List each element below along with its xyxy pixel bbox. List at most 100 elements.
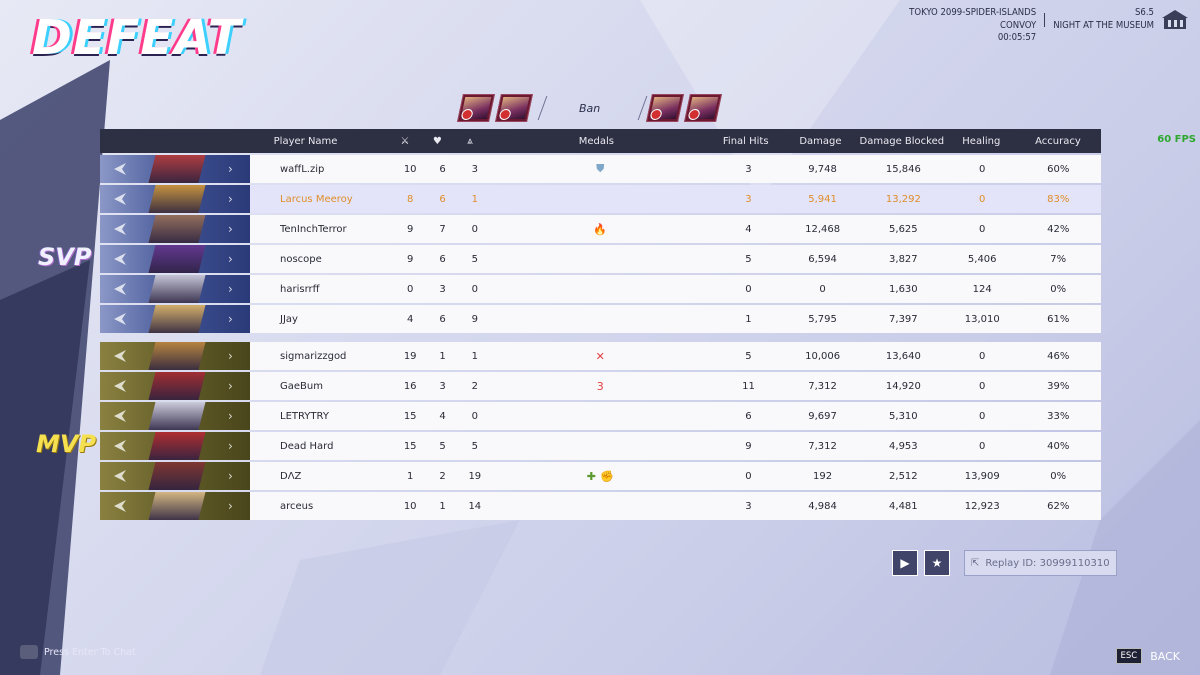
back-button[interactable]: ESC BACK	[1115, 648, 1180, 664]
medals-cell: ⛊	[491, 162, 710, 176]
role-icon	[114, 163, 126, 175]
hero-face	[147, 155, 207, 183]
damage-value: 6,594	[808, 253, 837, 265]
header-player-name: Player Name	[273, 135, 338, 147]
chevron-right-icon: ›	[228, 162, 233, 176]
kills-value: 16	[403, 380, 417, 392]
deaths-value: 3	[439, 380, 446, 392]
accuracy-value: 0%	[1050, 470, 1067, 482]
chevron-right-icon: ›	[228, 252, 233, 266]
healing-value: 0	[979, 440, 986, 452]
divider	[537, 96, 548, 120]
assist-icon: ⩓	[467, 135, 473, 147]
player-name: GaeBum	[280, 380, 323, 392]
accuracy-value: 7%	[1050, 253, 1067, 265]
player-row[interactable]: › Larcus Meeroy 8 6 1 3 5,941 13,292 0 83%	[100, 185, 1101, 213]
kills-value: 9	[407, 253, 414, 265]
header-damage: Damage	[799, 135, 842, 147]
hero-face	[147, 305, 207, 333]
accuracy-value: 42%	[1047, 223, 1070, 235]
kills-value: 15	[403, 440, 417, 452]
damage-value: 5,941	[808, 193, 837, 205]
chevron-right-icon: ›	[228, 499, 233, 513]
healing-value: 0	[979, 223, 986, 235]
hero-portrait: ›	[100, 432, 250, 460]
header-healing: Healing	[962, 135, 1001, 147]
role-icon	[114, 440, 126, 452]
player-row[interactable]: › sigmarizzgod 19 1 1 ✕ 5 10,006 13,640 0 46%	[100, 342, 1101, 370]
player-row[interactable]: › arceus 10 1 14 3 4,984 4,481 12,923 62%	[100, 492, 1101, 520]
hero-portrait: ›	[100, 462, 250, 490]
header-medals: Medals	[578, 135, 614, 147]
assists-value: 0	[471, 223, 478, 235]
replay-actions: ▶ ★ ⇱ Replay ID: 30999110310	[892, 550, 1117, 576]
player-row[interactable]: › waffL.zip 10 6 3 ⛊ 3 9,748 15,846 0 60%	[100, 155, 1101, 183]
info-divider	[1044, 13, 1046, 27]
favorite-button[interactable]: ★	[924, 550, 950, 576]
final-hits-value: 3	[745, 193, 752, 205]
player-row[interactable]: › harisrrff 0 3 0 0 0 1,630 124 0%	[100, 275, 1101, 303]
player-name: waffL.zip	[280, 163, 325, 175]
chat-hint: Press Enter To Chat	[44, 646, 136, 658]
assists-value: 0	[471, 410, 478, 422]
player-name: LETRYTRY	[280, 410, 329, 422]
hero-face	[147, 275, 207, 303]
player-row[interactable]: › GaeBum 16 3 2 3 11 7,312 14,920 0 39%	[100, 372, 1101, 400]
shield-medal-icon: ⛊	[596, 162, 605, 175]
fps-counter: 60 FPS	[1157, 134, 1196, 145]
final-hits-value: 3	[745, 500, 752, 512]
deaths-value: 1	[439, 350, 446, 362]
damage-value: 0	[819, 283, 826, 295]
deaths-value: 3	[439, 283, 446, 295]
damage-value: 7,312	[808, 380, 837, 392]
accuracy-value: 46%	[1047, 350, 1070, 362]
healing-value: 0	[979, 193, 986, 205]
player-row[interactable]: › Dead Hard 15 5 5 9 7,312 4,953 0 40%	[100, 432, 1101, 460]
hero-face	[147, 492, 207, 520]
damage-value: 9,748	[808, 163, 837, 175]
svp-badge: SVP	[38, 243, 92, 271]
team-separator	[100, 333, 1101, 340]
chevron-right-icon: ›	[228, 312, 233, 326]
kills-value: 10	[403, 500, 417, 512]
healing-value: 0	[979, 350, 986, 362]
player-row[interactable]: › DΛZ 1 2 19 ✚ ✊ 0 192 2,512 13,909 0%	[100, 462, 1101, 490]
hero-portrait: ›	[100, 305, 250, 333]
event-info: S6.5 NIGHT AT THE MUSEUM	[1053, 7, 1154, 32]
chat-icon	[20, 645, 38, 659]
kills-value: 15	[403, 410, 417, 422]
final-hits-value: 11	[742, 380, 755, 392]
kills-value: 4	[407, 313, 414, 325]
player-row[interactable]: › JJay 4 6 9 1 5,795 7,397 13,010 61%	[100, 305, 1101, 333]
role-icon	[114, 283, 126, 295]
player-row[interactable]: › noscope 9 6 5 5 6,594 3,827 5,406 7%	[100, 245, 1101, 273]
accuracy-value: 60%	[1047, 163, 1070, 175]
player-row[interactable]: › TenInchTerror 9 7 0 🔥 4 12,468 5,625 0 42%	[100, 215, 1101, 243]
role-icon	[114, 253, 126, 265]
header-accuracy: Accuracy	[1035, 135, 1081, 147]
ban-slot-2	[495, 94, 533, 122]
team1-rows: › waffL.zip 10 6 3 ⛊ 3 9,748 15,846 0 60% › Larcus M…	[100, 155, 1101, 333]
damage-blocked-value: 2,512	[889, 470, 918, 482]
deaths-value: 1	[439, 500, 446, 512]
header-final-hits: Final Hits	[722, 135, 769, 147]
assists-value: 14	[468, 500, 482, 512]
accuracy-value: 33%	[1047, 410, 1070, 422]
play-replay-button[interactable]: ▶	[892, 550, 918, 576]
hero-face	[147, 185, 207, 213]
final-hits-value: 5	[745, 350, 752, 362]
damage-blocked-value: 5,625	[889, 223, 918, 235]
assists-value: 2	[471, 380, 478, 392]
deaths-value: 5	[439, 440, 446, 452]
damage-value: 192	[813, 470, 833, 482]
star-icon: ★	[931, 556, 943, 570]
heal-medal-icon: ✚	[586, 469, 596, 483]
damage-value: 12,468	[805, 223, 841, 235]
healing-value: 124	[972, 283, 992, 295]
player-row[interactable]: › LETRYTRY 15 4 0 6 9,697 5,310 0 33%	[100, 402, 1101, 430]
accuracy-value: 0%	[1050, 283, 1067, 295]
chat-prompt[interactable]: Press Enter To Chat	[20, 645, 136, 659]
player-name: arceus	[280, 500, 314, 512]
assists-value: 19	[468, 470, 482, 482]
replay-id-button[interactable]: ⇱ Replay ID: 30999110310	[964, 550, 1117, 576]
